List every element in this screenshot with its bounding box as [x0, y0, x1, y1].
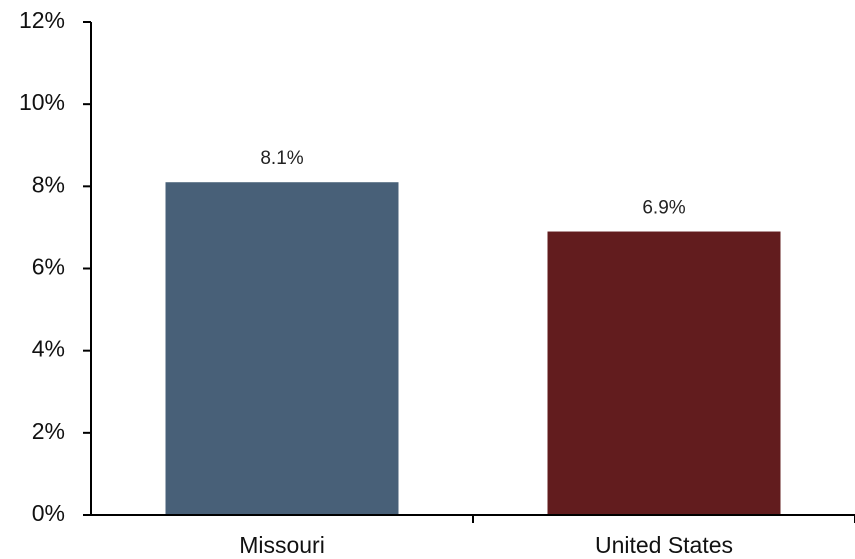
- y-tick-label: 12%: [19, 7, 65, 33]
- y-tick-label: 8%: [32, 171, 65, 197]
- bar-value-label: 8.1%: [260, 148, 303, 169]
- y-tick-label: 4%: [32, 336, 65, 362]
- bar-value-label: 6.9%: [642, 198, 685, 219]
- y-tick-label: 6%: [32, 254, 65, 280]
- x-category-label: United States: [595, 532, 733, 558]
- y-ticks-layer: 0% 2% 4% 6% 8% 10% 12%: [19, 7, 91, 526]
- y-tick-label: 10%: [19, 89, 65, 115]
- x-category-label: Missouri: [239, 532, 325, 558]
- bar-missouri: [165, 182, 399, 515]
- data-labels-layer: 8.1% 6.9%: [260, 148, 685, 218]
- bars-layer: [165, 182, 781, 515]
- y-tick-label: 0%: [32, 500, 65, 526]
- x-ticks-layer: Missouri United States: [239, 515, 855, 558]
- y-tick-label: 2%: [32, 418, 65, 444]
- bar-united-states: [547, 231, 781, 515]
